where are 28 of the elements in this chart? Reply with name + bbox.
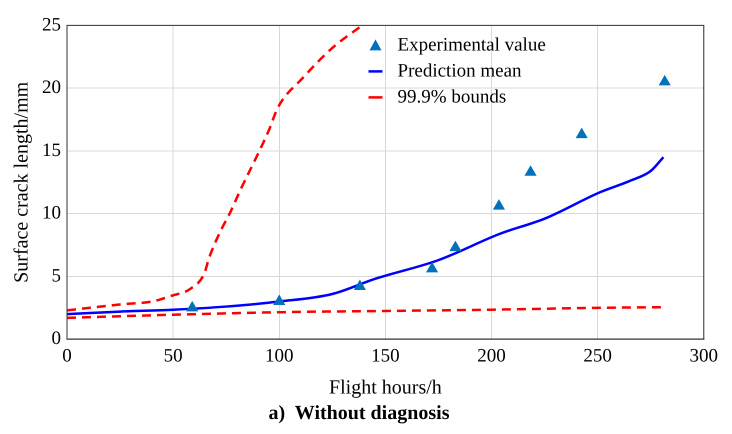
y-tick-label: 15	[42, 140, 61, 161]
x-axis-title: Flight hours/h	[328, 376, 442, 398]
point	[186, 301, 198, 312]
x-tick-label: 250	[583, 346, 612, 367]
x-tick-label: 200	[477, 346, 506, 367]
point	[576, 128, 588, 138]
point	[450, 241, 462, 252]
point	[426, 262, 438, 272]
y-tick-label: 20	[42, 77, 61, 98]
point	[524, 166, 536, 176]
y-tick-label: 5	[52, 265, 61, 286]
point	[274, 295, 285, 306]
y-tick-label: 25	[42, 14, 61, 36]
legend-label: Prediction mean	[398, 60, 522, 82]
x-tick-label: 150	[371, 346, 400, 367]
point	[493, 200, 505, 210]
x-tick-label: 300	[690, 346, 718, 367]
line-series	[67, 156, 665, 316]
y-tick-label: 0	[52, 328, 61, 350]
legend-label: Experimental value	[398, 34, 546, 56]
point	[354, 280, 366, 290]
legend-label: 99.9% bounds	[398, 86, 506, 108]
point	[659, 75, 670, 86]
x-tick-label: 100	[265, 346, 294, 367]
y-tick-label: 10	[42, 202, 61, 224]
text: a) Without diagnosis	[268, 402, 450, 424]
x-tick-label: 50	[164, 346, 183, 367]
y-axis-title: Surface crack length/mm	[10, 81, 32, 283]
